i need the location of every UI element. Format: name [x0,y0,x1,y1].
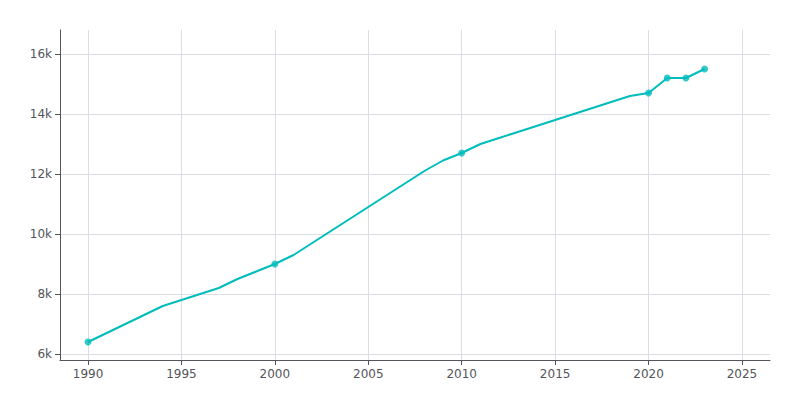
svg-text:1995: 1995 [166,367,197,381]
svg-text:2020: 2020 [633,367,664,381]
svg-text:16k: 16k [30,47,52,61]
svg-text:2000: 2000 [260,367,291,381]
svg-text:2005: 2005 [353,367,384,381]
svg-text:12k: 12k [30,167,52,181]
svg-text:2015: 2015 [540,367,571,381]
svg-text:10k: 10k [30,227,52,241]
svg-text:2025: 2025 [727,367,758,381]
svg-text:6k: 6k [37,347,52,361]
svg-text:14k: 14k [30,107,52,121]
svg-text:8k: 8k [37,287,52,301]
svg-text:2010: 2010 [446,367,477,381]
svg-text:1990: 1990 [73,367,104,381]
